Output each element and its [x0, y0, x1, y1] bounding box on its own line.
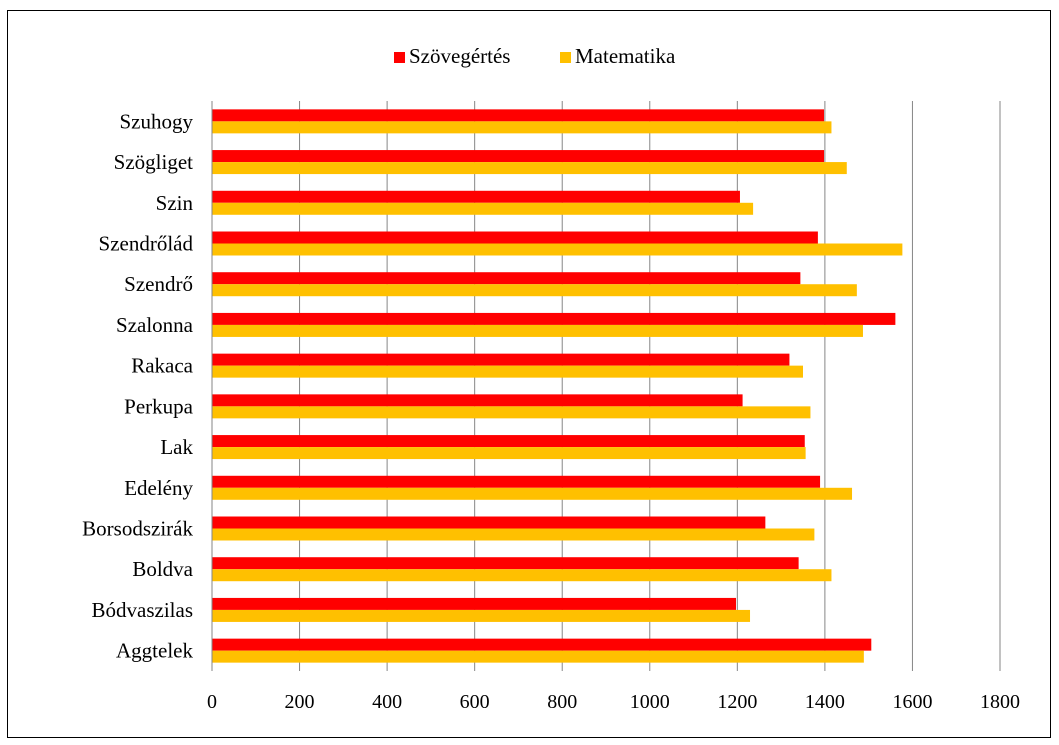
bar-boldva-matematika: [212, 569, 832, 582]
bar-perkupa-szovegertes: [212, 394, 743, 407]
x-tick-labels: 0 200 400 600 800 1000 1200 1400 1600 1800: [207, 691, 1020, 713]
bar-szuhogy-szovegertes: [212, 109, 825, 122]
bars: [212, 109, 903, 663]
x-tick-label-600: 600: [460, 691, 490, 713]
bar-szendrolad-matematika: [212, 243, 903, 256]
bar-aggtelek-szovegertes: [212, 638, 872, 651]
bar-bodvaszilas-matematika: [212, 609, 751, 622]
bar-szogliget-matematika: [212, 162, 847, 175]
category-label-szendrolad: Szendrőlád: [99, 232, 194, 256]
category-label-perkupa: Perkupa: [124, 394, 193, 418]
category-label-szogliget: Szögliget: [114, 150, 193, 174]
legend-swatch-matematika: [560, 52, 571, 63]
category-label-szendro: Szendrő: [124, 272, 193, 296]
bar-rakaca-szovegertes: [212, 353, 790, 366]
category-label-bodvaszilas: Bódvaszilas: [92, 598, 193, 622]
bar-edeleny-szovegertes: [212, 475, 821, 488]
bar-boldva-szovegertes: [212, 557, 799, 570]
bar-lak-matematika: [212, 447, 806, 460]
category-label-lak: Lak: [160, 435, 193, 459]
category-label-boldva: Boldva: [132, 557, 193, 581]
bar-szendro-matematika: [212, 284, 857, 297]
category-label-szin: Szin: [156, 191, 194, 215]
bar-szin-matematika: [212, 202, 754, 215]
bar-szalonna-matematika: [212, 324, 863, 337]
category-label-aggtelek: Aggtelek: [116, 639, 193, 663]
bar-szalonna-szovegertes: [212, 312, 896, 325]
bar-szendrolad-szovegertes: [212, 231, 818, 244]
x-tick-label-1400: 1400: [805, 691, 845, 713]
x-tick-label-400: 400: [372, 691, 402, 713]
legend-swatch-szovegertes: [394, 52, 405, 63]
category-label-edeleny: Edelény: [124, 476, 193, 500]
gridlines: [299, 101, 1001, 671]
x-tick-label-0: 0: [207, 691, 217, 713]
category-label-borsodszirak: Borsodszirák: [82, 517, 193, 541]
bar-perkupa-matematika: [212, 406, 811, 419]
legend-label-matematika: Matematika: [575, 44, 676, 68]
bar-lak-szovegertes: [212, 435, 805, 448]
bar-szendro-szovegertes: [212, 272, 801, 285]
bar-edeleny-matematika: [212, 487, 853, 500]
category-label-szuhogy: Szuhogy: [120, 109, 194, 133]
bar-rakaca-matematika: [212, 365, 803, 378]
legend-label-szovegertes: Szövegértés: [409, 44, 510, 68]
category-labels: Szuhogy Szögliget Szin Szendrőlád Szendrő Sza…: [82, 109, 194, 662]
x-tick-label-1800: 1800: [980, 691, 1020, 713]
x-tick-label-200: 200: [285, 691, 315, 713]
bar-szuhogy-matematika: [212, 121, 832, 134]
bar-szin-szovegertes: [212, 190, 740, 203]
x-tick-label-800: 800: [547, 691, 577, 713]
bar-aggtelek-matematika: [212, 650, 864, 663]
x-tick-label-1600: 1600: [892, 691, 932, 713]
legend: Szövegértés Matematika: [394, 44, 676, 68]
x-tick-label-1000: 1000: [630, 691, 670, 713]
bar-borsodszirak-szovegertes: [212, 516, 766, 529]
category-label-szalonna: Szalonna: [116, 313, 194, 337]
category-label-rakaca: Rakaca: [131, 354, 193, 378]
bar-szogliget-szovegertes: [212, 150, 825, 163]
bar-bodvaszilas-szovegertes: [212, 597, 737, 610]
bar-borsodszirak-matematika: [212, 528, 815, 541]
x-tick-label-1200: 1200: [717, 691, 757, 713]
